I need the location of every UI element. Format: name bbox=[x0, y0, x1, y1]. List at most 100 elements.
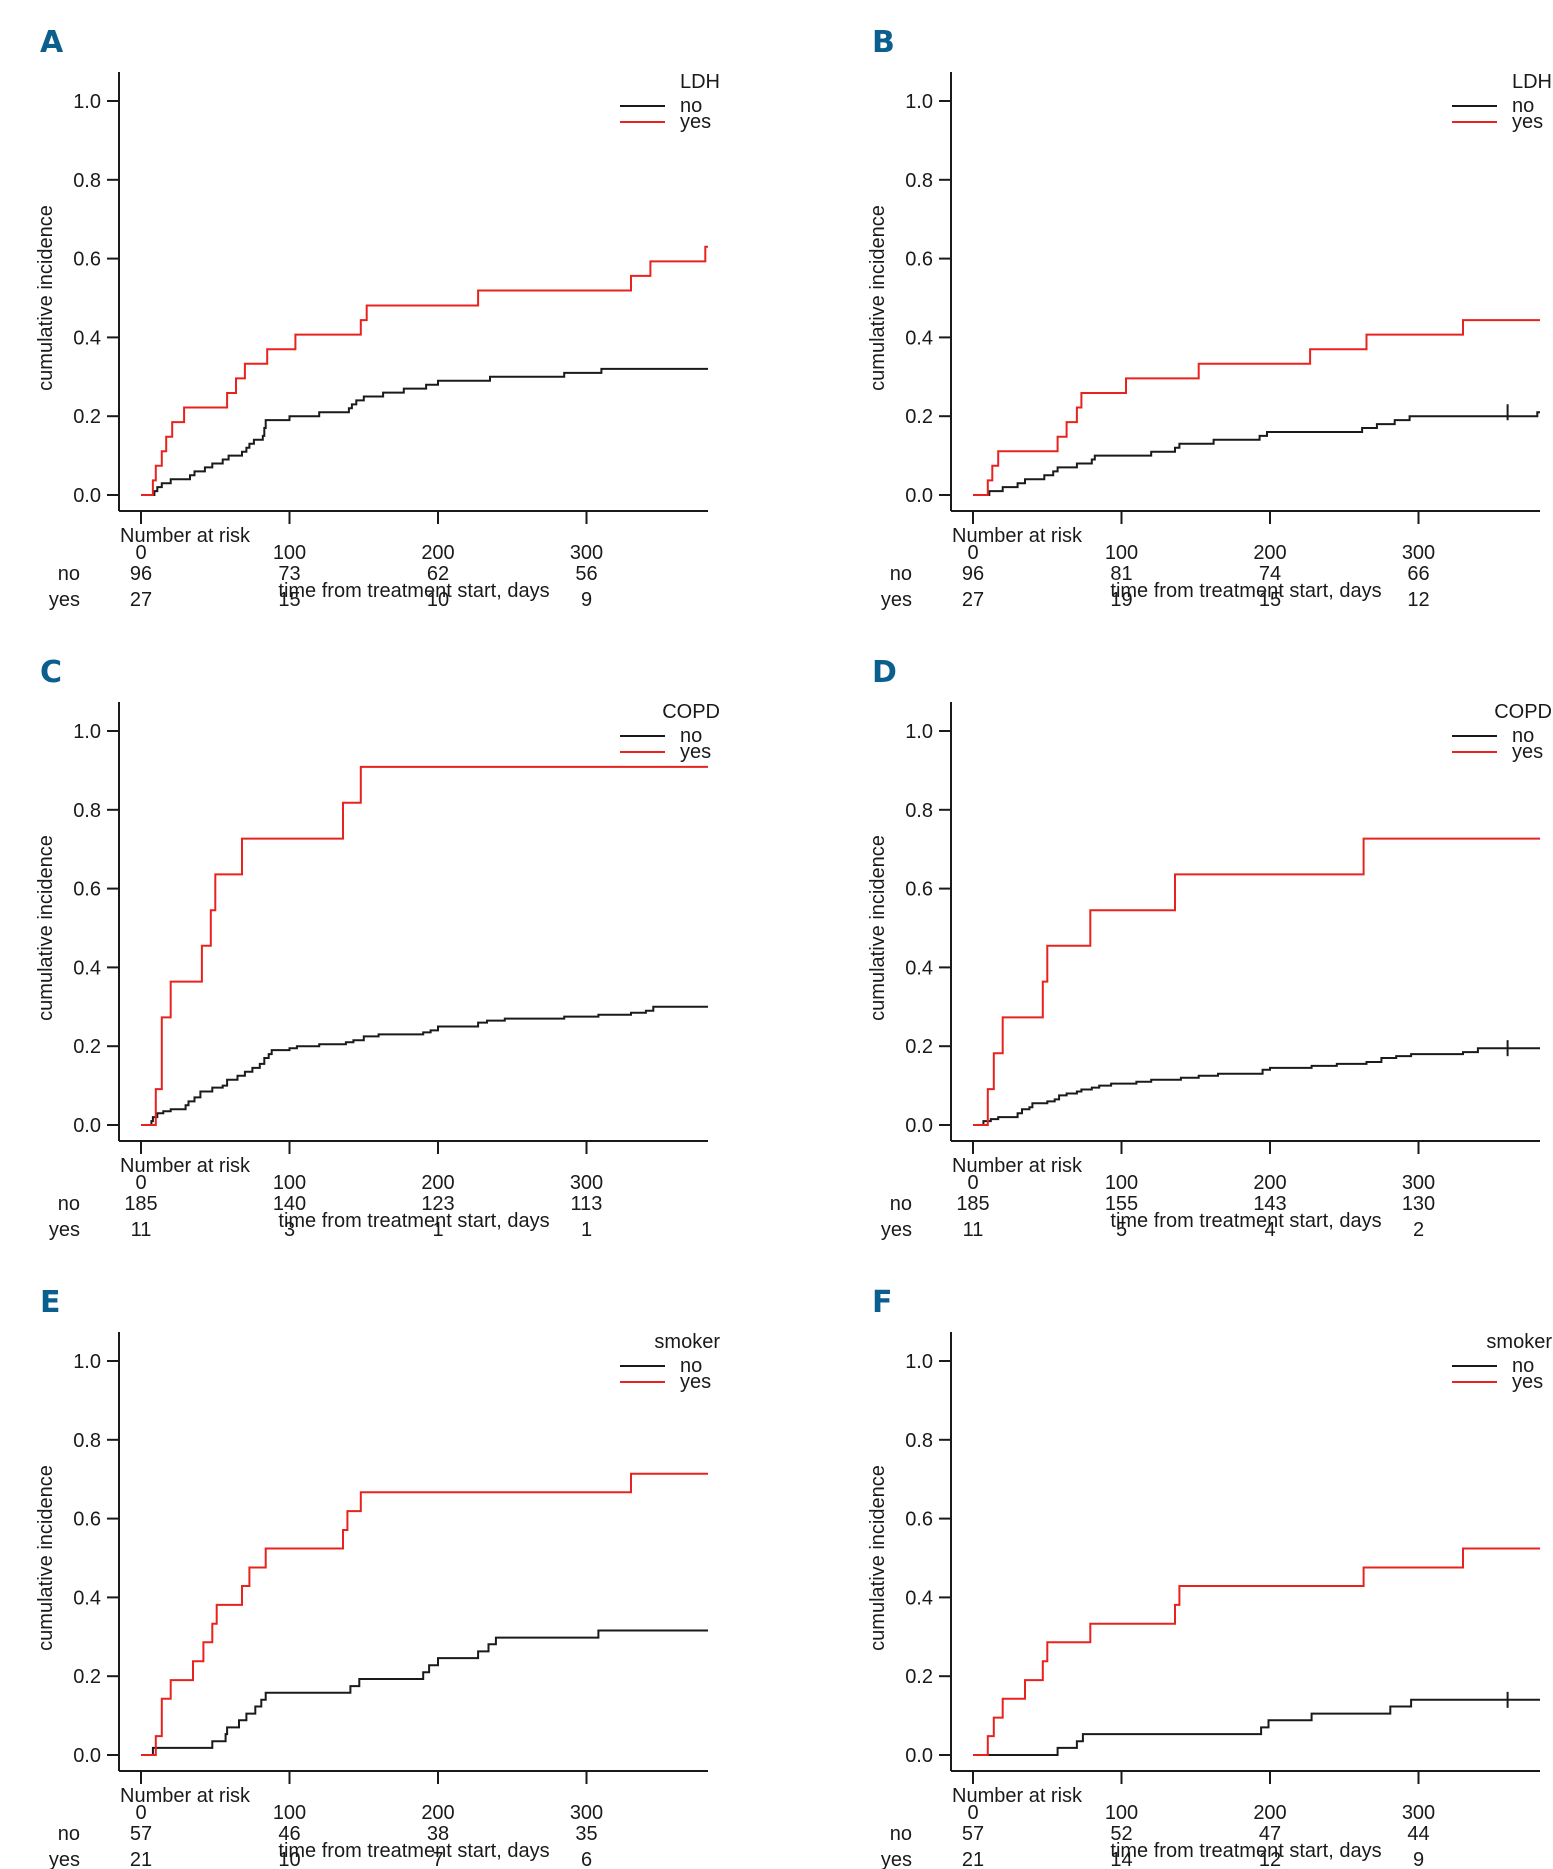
x-tick-label: 0 bbox=[135, 542, 146, 564]
risk-value: 185 bbox=[956, 1193, 989, 1215]
risk-value: 81 bbox=[1110, 563, 1132, 585]
risk-value: 7 bbox=[432, 1849, 443, 1869]
y-tick-label: 0.8 bbox=[73, 1430, 101, 1452]
y-tick-label: 0.6 bbox=[905, 1509, 933, 1531]
panel-letter: B bbox=[872, 25, 895, 60]
panel-b: B 0.0 0.2 0.4 0.6 0.8 1.0 0 100 200 300 time from t… bbox=[867, 25, 1552, 611]
risk-value: 19 bbox=[1110, 589, 1132, 611]
y-tick-label: 1.0 bbox=[905, 1351, 933, 1373]
x-axis-title: time from treatment start, days bbox=[278, 1210, 549, 1232]
y-tick-label: 0.4 bbox=[905, 957, 933, 979]
x-tick-label: 100 bbox=[273, 1802, 306, 1824]
y-tick-label: 0.6 bbox=[73, 249, 101, 271]
x-tick-label: 100 bbox=[273, 1172, 306, 1194]
x-tick-label: 0 bbox=[967, 1172, 978, 1194]
risk-value: 4 bbox=[1264, 1219, 1275, 1241]
panel-e: E 0.0 0.2 0.4 0.6 0.8 1.0 0 100 200 300 time from t… bbox=[35, 1285, 720, 1869]
legend-label-no: no bbox=[1512, 95, 1534, 117]
y-tick-label: 0.8 bbox=[73, 170, 101, 192]
panel-d: D 0.0 0.2 0.4 0.6 0.8 1.0 0 100 200 300 time from t… bbox=[867, 655, 1552, 1241]
series-line-no bbox=[973, 411, 1540, 496]
risk-value: 140 bbox=[273, 1193, 306, 1215]
risk-value: 46 bbox=[278, 1823, 300, 1845]
y-tick-label: 0.0 bbox=[905, 485, 933, 507]
risk-value: 62 bbox=[427, 563, 449, 585]
y-tick-label: 0.2 bbox=[905, 406, 933, 428]
risk-value: 185 bbox=[124, 1193, 157, 1215]
legend-label-no: no bbox=[680, 725, 702, 747]
y-tick-label: 0.4 bbox=[905, 327, 933, 349]
legend-title: smoker bbox=[654, 1331, 720, 1353]
x-tick-label: 100 bbox=[273, 542, 306, 564]
legend-label-yes: yes bbox=[1512, 1371, 1543, 1393]
x-tick-label: 300 bbox=[570, 1172, 603, 1194]
legend-label-yes: yes bbox=[1512, 111, 1543, 133]
risk-value: 1 bbox=[432, 1219, 443, 1241]
risk-value: 27 bbox=[130, 589, 152, 611]
x-axis-title: time from treatment start, days bbox=[278, 1840, 549, 1862]
series-line-yes bbox=[973, 837, 1540, 1126]
risk-value: 155 bbox=[1105, 1193, 1138, 1215]
risk-value: 9 bbox=[1413, 1849, 1424, 1869]
risk-row-label-yes: yes bbox=[881, 589, 912, 611]
x-tick-label: 0 bbox=[135, 1802, 146, 1824]
risk-value: 96 bbox=[130, 563, 152, 585]
risk-value: 38 bbox=[427, 1823, 449, 1845]
risk-value: 57 bbox=[962, 1823, 984, 1845]
y-tick-label: 1.0 bbox=[905, 721, 933, 743]
y-tick-label: 0.0 bbox=[73, 1745, 101, 1767]
panel-letter: F bbox=[872, 1285, 893, 1320]
legend-label-yes: yes bbox=[680, 1371, 711, 1393]
y-tick-label: 0.0 bbox=[905, 1745, 933, 1767]
panel-letter: C bbox=[40, 655, 62, 690]
risk-value: 21 bbox=[962, 1849, 984, 1869]
y-tick-label: 0.6 bbox=[73, 1509, 101, 1531]
panel-f: F 0.0 0.2 0.4 0.6 0.8 1.0 0 100 200 300 time from t… bbox=[867, 1285, 1552, 1869]
y-tick-label: 0.6 bbox=[73, 879, 101, 901]
panel-a: A 0.0 0.2 0.4 0.6 0.8 1.0 0 100 200 300 time from t… bbox=[35, 25, 720, 611]
y-tick-label: 1.0 bbox=[905, 91, 933, 113]
y-tick-label: 0.6 bbox=[905, 879, 933, 901]
legend-label-yes: yes bbox=[680, 111, 711, 133]
risk-row-label-yes: yes bbox=[49, 1219, 80, 1241]
series-line-yes bbox=[141, 1472, 708, 1756]
x-axis-title: time from treatment start, days bbox=[278, 580, 549, 602]
x-tick-label: 100 bbox=[1105, 542, 1138, 564]
series-line-yes bbox=[973, 319, 1540, 496]
risk-value: 52 bbox=[1110, 1823, 1132, 1845]
panel-letter: E bbox=[40, 1285, 61, 1320]
legend-title: COPD bbox=[662, 701, 720, 723]
risk-value: 66 bbox=[1407, 563, 1429, 585]
x-tick-label: 200 bbox=[421, 1172, 454, 1194]
legend-title: COPD bbox=[1494, 701, 1552, 723]
risk-value: 9 bbox=[581, 589, 592, 611]
y-tick-label: 0.8 bbox=[905, 170, 933, 192]
risk-row-label-no: no bbox=[58, 1193, 80, 1215]
risk-value: 14 bbox=[1110, 1849, 1132, 1869]
legend-label-no: no bbox=[680, 95, 702, 117]
number-at-risk-title: Number at risk bbox=[952, 525, 1083, 547]
risk-value: 123 bbox=[421, 1193, 454, 1215]
risk-value: 15 bbox=[278, 589, 300, 611]
y-axis-title: cumulative incidence bbox=[35, 205, 57, 391]
series-line-yes bbox=[141, 765, 708, 1126]
x-tick-label: 0 bbox=[135, 1172, 146, 1194]
panel-c: C 0.0 0.2 0.4 0.6 0.8 1.0 0 100 200 300 time from t… bbox=[35, 655, 720, 1241]
y-tick-label: 0.0 bbox=[73, 485, 101, 507]
y-tick-label: 0.6 bbox=[905, 249, 933, 271]
y-tick-label: 0.2 bbox=[73, 406, 101, 428]
y-tick-label: 0.4 bbox=[73, 1587, 101, 1609]
number-at-risk-title: Number at risk bbox=[952, 1785, 1083, 1807]
y-tick-label: 0.2 bbox=[905, 1666, 933, 1688]
risk-row-label-yes: yes bbox=[49, 1849, 80, 1869]
risk-value: 47 bbox=[1259, 1823, 1281, 1845]
risk-value: 21 bbox=[130, 1849, 152, 1869]
risk-value: 96 bbox=[962, 563, 984, 585]
legend-title: LDH bbox=[680, 71, 720, 93]
y-tick-label: 0.2 bbox=[73, 1666, 101, 1688]
risk-row-label-no: no bbox=[58, 563, 80, 585]
risk-row-label-no: no bbox=[58, 1823, 80, 1845]
risk-value: 11 bbox=[963, 1219, 984, 1241]
legend-label-yes: yes bbox=[680, 741, 711, 763]
legend-title: LDH bbox=[1512, 71, 1552, 93]
